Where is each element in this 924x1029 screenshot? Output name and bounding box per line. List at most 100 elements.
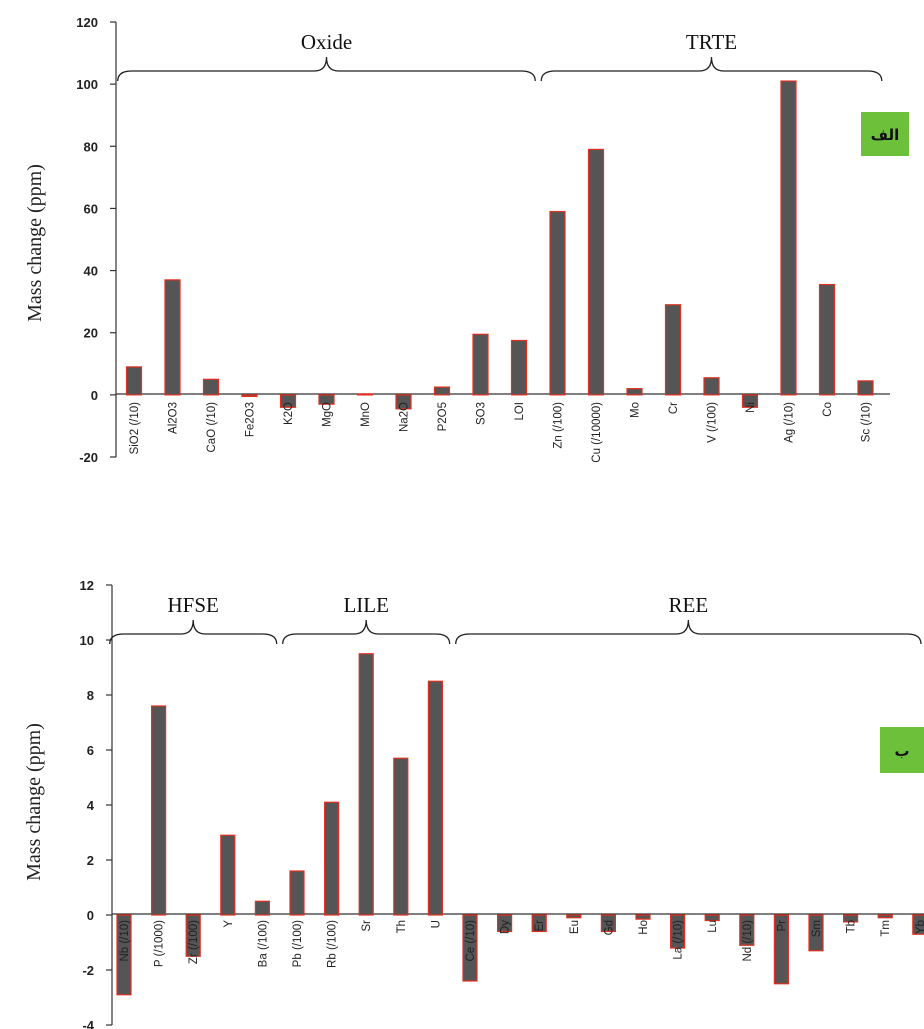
bar-yb [912, 914, 924, 935]
bar-cao-10 [202, 378, 220, 396]
category-label: Ba (/100) [257, 920, 269, 967]
panel-b-axes [111, 585, 924, 1025]
bar-rb-100 [324, 801, 340, 916]
panel-b-bars [116, 653, 924, 996]
panel-b-chart: Mass change (ppm) -4 -2 0 2 4 6 8 10 12 Nb (/10)… [23, 578, 924, 1029]
category-label: Al2O3 [168, 402, 180, 434]
bar-cu-10000 [587, 148, 605, 396]
bar-cr [664, 304, 682, 396]
bar-fe2o3 [241, 394, 258, 398]
y-tick-label: 12 [80, 578, 94, 593]
category-label: Gd [603, 920, 615, 935]
y-tick-label: -2 [82, 963, 94, 978]
category-label: Rb (/100) [327, 920, 339, 968]
category-label: Er [534, 920, 546, 932]
bar-ce-10 [462, 914, 478, 982]
category-label: Sr [361, 920, 373, 932]
category-label: Sc (/10) [861, 402, 873, 442]
panel-a-group-braces: Oxide TRTE [117, 30, 883, 82]
y-tick-label: 0 [87, 908, 94, 923]
category-label: P2O5 [437, 402, 449, 431]
bar-al2o3 [164, 279, 181, 396]
y-tick-label: 80 [84, 139, 98, 154]
category-label: SO3 [476, 402, 488, 425]
category-label: K2O [283, 402, 295, 425]
panel-b-y-ticks: -4 -2 0 2 4 6 8 10 12 [80, 578, 112, 1029]
category-label: Tm [880, 920, 892, 937]
group-brace [109, 619, 278, 645]
category-label: Y [223, 920, 235, 928]
y-tick-label: 120 [76, 15, 98, 30]
category-label: SiO2 (/10) [129, 402, 141, 455]
panel-b-ylabel: Mass change (ppm) [23, 723, 45, 881]
panel-b-badge-text: ب [894, 742, 909, 760]
category-label: Nd (/10) [742, 920, 754, 962]
y-tick-label: -20 [79, 450, 98, 465]
category-label: Yb [915, 920, 924, 934]
category-label: La (/10) [673, 920, 685, 960]
bar-na2o [395, 394, 412, 410]
bar-so3 [472, 333, 489, 396]
category-label: Cr [668, 402, 680, 414]
y-tick-label: 6 [87, 743, 94, 758]
category-label: Pr [776, 920, 788, 932]
category-label: Co [822, 402, 834, 417]
y-tick-label: 2 [87, 853, 94, 868]
category-label: Cu (/10000) [591, 402, 603, 463]
bar-tb [842, 914, 859, 923]
bar-ag-10 [780, 80, 797, 396]
category-label: LOI [514, 402, 526, 421]
category-label: Sm [811, 920, 823, 937]
bar-u [427, 680, 443, 916]
bar-p2o5 [433, 386, 451, 396]
bar-la-10 [669, 914, 686, 949]
bar-ho [635, 914, 651, 920]
bar-nd-10 [739, 914, 755, 946]
bar-lu [704, 914, 720, 922]
bar-sr [358, 653, 374, 916]
y-tick-label: 60 [84, 201, 98, 216]
category-label: Fe2O3 [245, 402, 257, 437]
bar-ni [741, 394, 759, 408]
category-label: Ce (/10) [465, 920, 477, 962]
group-brace [282, 619, 451, 645]
category-label: Zn (/100) [553, 402, 565, 449]
bar-sio2-10 [125, 366, 143, 396]
group-label: HFSE [168, 593, 219, 617]
panel-b-badge-box [880, 727, 924, 773]
panel-a-y-ticks: -20 0 20 40 60 80 100 120 [76, 15, 116, 465]
bar-mgo [318, 394, 335, 405]
category-label: Dy [500, 920, 512, 934]
panel-a-badge-text: الف [871, 126, 900, 144]
category-label: Eu [569, 920, 581, 934]
category-label: CaO (/10) [206, 402, 218, 453]
bar-sc-10 [857, 380, 874, 396]
category-label: Tb [846, 920, 858, 933]
category-label: Th [396, 920, 408, 933]
bar-pb-100 [289, 870, 305, 916]
y-tick-label: 100 [76, 77, 98, 92]
bar-mno [356, 393, 374, 396]
y-tick-label: 4 [87, 798, 95, 813]
panel-b-category-labels: Nb (/10) P (/1000) Zr (/100) Y Ba (/100) Pb (… [119, 920, 924, 968]
category-label: Ho [638, 920, 650, 935]
panel-a-ylabel: Mass change (ppm) [24, 164, 46, 322]
bar-gd [600, 914, 617, 933]
y-tick-label: -4 [82, 1018, 94, 1029]
bar-eu [566, 914, 582, 919]
bar-mo [626, 388, 643, 396]
category-label: MgO [322, 402, 334, 427]
bar-nb-10 [116, 914, 132, 996]
category-label: Ni [745, 402, 757, 413]
bar-y [220, 834, 236, 916]
group-brace [455, 619, 922, 645]
group-label: Oxide [301, 30, 352, 54]
category-label: Nb (/10) [119, 920, 131, 962]
group-label: TRTE [686, 30, 737, 54]
bar-sm [808, 914, 824, 952]
panel-a-badge: الف [861, 112, 909, 156]
y-tick-label: 20 [84, 326, 98, 341]
panel-b-group-braces: HFSE LILE REE [109, 593, 922, 645]
category-label: V (/100) [707, 402, 719, 443]
